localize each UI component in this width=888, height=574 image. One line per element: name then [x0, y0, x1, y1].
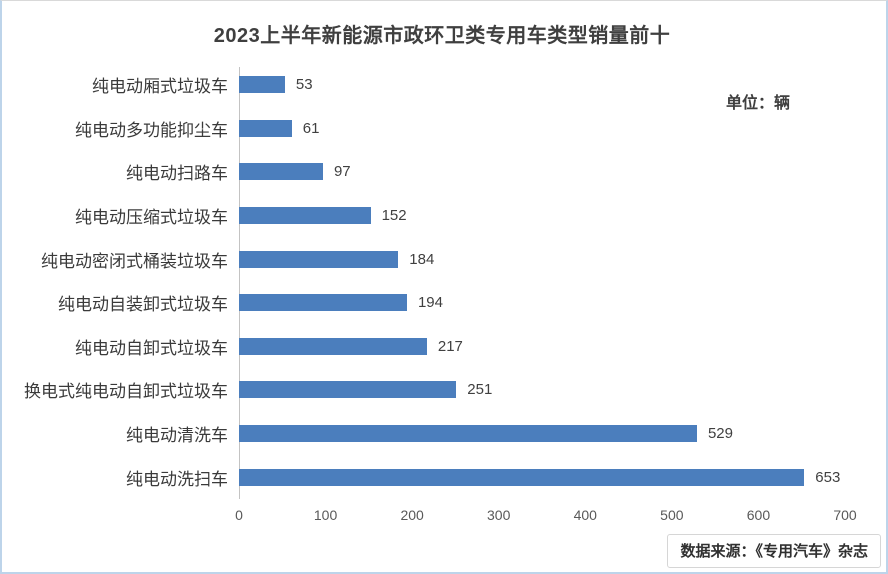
bar	[239, 294, 407, 312]
category-label: 纯电动自卸式垃圾车	[75, 338, 228, 358]
value-label: 194	[417, 294, 443, 312]
chart-row: 纯电动自卸式垃圾车 217	[2, 325, 886, 369]
chart-rows: 纯电动厢式垃圾车 53 纯电动多功能抑尘车 61 纯电动扫路车 97 纯电动压缩式垃圾车 15…	[2, 63, 886, 499]
category-label: 纯电动密闭式桶装垃圾车	[41, 251, 228, 271]
unit-label: 单位：辆	[725, 95, 790, 112]
x-axis-tick-label: 600	[746, 507, 771, 523]
category-label: 纯电动压缩式垃圾车	[75, 208, 228, 228]
x-axis-tick-label: 200	[400, 507, 424, 523]
category-axis-line	[239, 67, 240, 499]
category-label: 纯电动洗扫车	[126, 469, 228, 489]
bar	[239, 381, 457, 399]
bar	[239, 250, 399, 268]
x-axis-tick-label: 0	[235, 507, 243, 523]
chart-row: 纯电动压缩式垃圾车 152	[2, 194, 886, 238]
chart-row: 纯电动自装卸式垃圾车 194	[2, 281, 886, 325]
chart-row: 换电式纯电动自卸式垃圾车 251	[2, 368, 886, 412]
x-axis-tick-label: 700	[833, 507, 857, 523]
bar	[239, 163, 323, 181]
value-label: 61	[302, 119, 320, 137]
chart-row: 纯电动扫路车 97	[2, 150, 886, 194]
chart-row: 纯电动密闭式桶装垃圾车 184	[2, 237, 886, 281]
category-label: 纯电动扫路车	[126, 164, 228, 184]
category-label: 纯电动自装卸式垃圾车	[58, 295, 228, 315]
x-axis-tick-label: 300	[487, 507, 511, 523]
value-label: 184	[409, 250, 435, 268]
chart-row: 纯电动厢式垃圾车 53	[2, 63, 886, 107]
category-label: 纯电动清洗车	[126, 426, 228, 446]
chart-row: 纯电动清洗车 529	[2, 412, 886, 456]
bar	[239, 468, 805, 486]
category-label: 换电式纯电动自卸式垃圾车	[24, 382, 228, 402]
data-source-note: 数据来源：《专用汽车》杂志	[667, 534, 881, 568]
value-label: 53	[295, 76, 313, 94]
x-axis-tick-label: 400	[573, 507, 597, 523]
value-label: 529	[707, 425, 733, 443]
x-axis-tick-label: 500	[660, 507, 684, 523]
bar	[239, 337, 427, 355]
bar	[239, 425, 697, 443]
value-label: 97	[333, 163, 351, 181]
value-label: 653	[815, 468, 841, 486]
bar	[239, 119, 292, 137]
category-label: 纯电动多功能抑尘车	[75, 120, 228, 140]
value-label: 217	[437, 337, 463, 355]
category-label: 纯电动厢式垃圾车	[92, 77, 228, 97]
chart-title: 2023上半年新能源市政环卫类专用车类型销量前十	[213, 25, 671, 47]
value-label: 251	[467, 381, 493, 399]
bar	[239, 76, 285, 94]
chart-row: 纯电动多功能抑尘车 61	[2, 107, 886, 151]
x-axis-tick-label: 100	[313, 507, 338, 523]
bar	[239, 207, 371, 225]
chart-row: 纯电动洗扫车 653	[2, 455, 886, 499]
value-label: 152	[381, 207, 407, 225]
x-axis: 0 100 200 300 400 500 600 700	[2, 507, 886, 529]
